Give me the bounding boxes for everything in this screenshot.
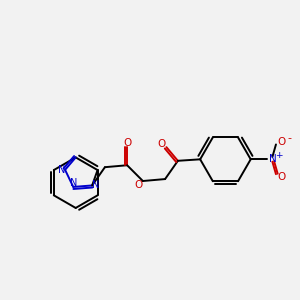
Text: O: O xyxy=(157,139,166,149)
Text: N: N xyxy=(58,165,65,175)
Text: N: N xyxy=(92,180,100,190)
Text: N: N xyxy=(268,154,276,164)
Text: +: + xyxy=(274,151,282,160)
Text: -: - xyxy=(287,133,291,143)
Text: O: O xyxy=(134,180,142,190)
Text: O: O xyxy=(277,172,285,182)
Text: O: O xyxy=(123,138,131,148)
Text: O: O xyxy=(277,137,285,147)
Text: N: N xyxy=(70,178,77,188)
